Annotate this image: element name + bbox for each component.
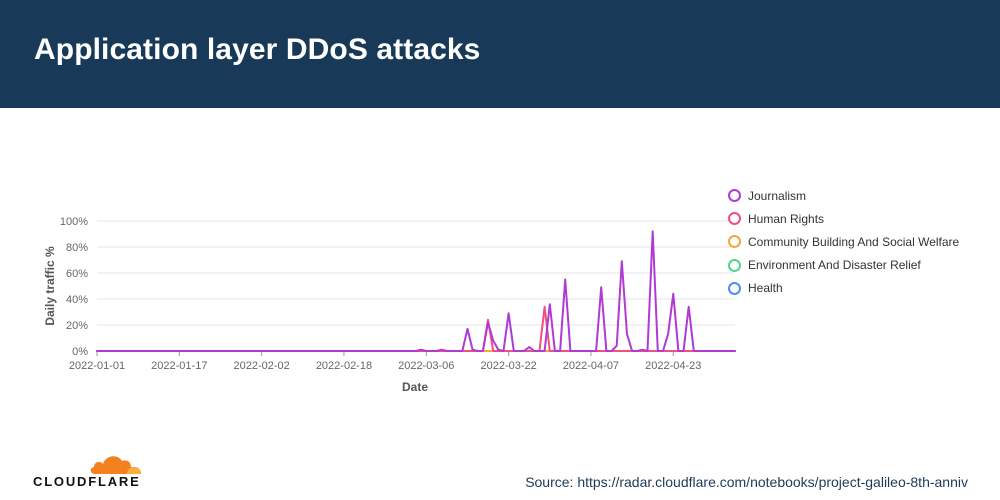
y-axis-ticks: 0% 20% 40% 60% 80% 100%	[60, 216, 88, 358]
legend-item-health[interactable]: Health	[728, 277, 959, 300]
x-tick-label: 2022-01-17	[151, 360, 207, 372]
series-line-human-rights	[96, 305, 736, 352]
legend-marker-icon	[728, 258, 741, 272]
legend-marker-icon	[728, 235, 741, 249]
x-axis-label: Date	[402, 380, 428, 394]
y-tick-label: 60%	[66, 268, 88, 280]
chart-legend: Journalism Human Rights Community Building…	[728, 184, 959, 300]
legend-item-community-building-and-social-welfare[interactable]: Community Building And Social Welfare	[728, 230, 959, 253]
y-axis-label: Daily traffic %	[43, 246, 57, 326]
legend-label: Human Rights	[748, 211, 825, 226]
series-lines	[96, 230, 736, 352]
x-tick-label: 2022-02-02	[234, 360, 290, 372]
cloudflare-logo: CLOUDFLARE	[33, 450, 143, 490]
logo-wordmark: CLOUDFLARE	[33, 474, 141, 489]
x-tick-label: 2022-03-06	[398, 360, 454, 372]
y-tick-label: 80%	[66, 242, 88, 254]
y-tick-label: 20%	[66, 320, 88, 332]
cloud-icon	[90, 456, 141, 474]
x-tick-label: 2022-04-23	[645, 360, 701, 372]
x-tick-label: 2022-04-07	[563, 360, 619, 372]
legend-item-environment-and-disaster-relief[interactable]: Environment And Disaster Relief	[728, 254, 959, 277]
legend-marker-icon	[728, 212, 741, 226]
page-title: Application layer DDoS attacks	[34, 33, 481, 66]
header-banner: Application layer DDoS attacks	[0, 0, 1000, 108]
y-tick-label: 100%	[60, 216, 88, 228]
x-tick-label: 2022-03-22	[480, 360, 536, 372]
grid-lines	[97, 220, 735, 352]
x-tick-label: 2022-01-01	[69, 360, 125, 372]
legend-label: Community Building And Social Welfare	[748, 234, 960, 249]
legend-marker-icon	[728, 189, 741, 203]
line-chart: 0%20%40%60%80%100% 2022-01-01 2022-01-17 2…	[43, 216, 736, 394]
y-tick-label: 40%	[66, 294, 88, 306]
legend-marker-icon	[728, 281, 741, 295]
legend-label: Environment And Disaster Relief	[748, 258, 921, 273]
legend-label: Journalism	[748, 188, 807, 203]
source-caption: Source: https://radar.cloudflare.com/not…	[525, 474, 968, 490]
series-line-journalism	[96, 230, 736, 352]
x-tick-label: 2022-02-18	[316, 360, 372, 372]
y-tick-label: 0%	[72, 346, 88, 358]
x-axis-ticks: 2022-01-01 2022-01-17 2022-02-02 2022-02-18…	[69, 351, 701, 372]
legend-item-human-rights[interactable]: Human Rights	[728, 207, 959, 230]
legend-label: Health	[748, 281, 783, 296]
legend-item-journalism[interactable]: Journalism	[728, 184, 959, 207]
